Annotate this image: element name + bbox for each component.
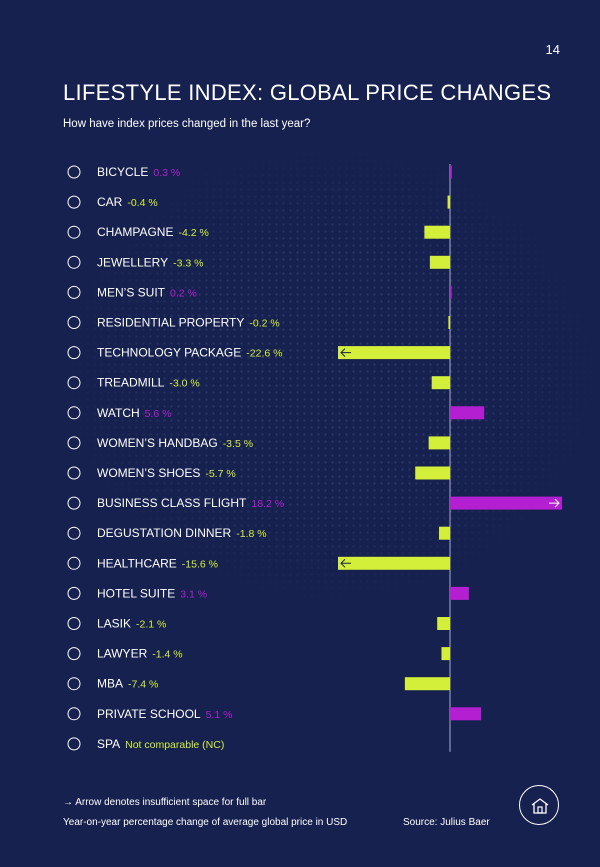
degustation-dinner-icon [67, 526, 81, 540]
category-label: LASIK [97, 617, 131, 631]
mba-icon [67, 677, 81, 691]
value-label: -5.7 % [205, 468, 235, 480]
value-label: -15.6 % [182, 558, 218, 570]
bar [338, 556, 450, 570]
truncation-arrow [549, 498, 560, 508]
chart-title: LIFESTYLE INDEX: GLOBAL PRICE CHANGES [63, 80, 552, 105]
bar [428, 436, 450, 450]
bicycle-icon [67, 165, 81, 179]
value-label: -3.0 % [169, 378, 199, 390]
category-label: TREADMILL [97, 376, 165, 390]
watch-icon [67, 406, 81, 420]
bar [447, 195, 450, 209]
bar [431, 376, 450, 390]
value-label: 18.2 % [251, 498, 284, 510]
bar [338, 346, 450, 360]
mens-suit-icon [67, 285, 81, 299]
hotel-suite-icon [67, 586, 81, 600]
bar [448, 316, 450, 329]
category-label: CHAMPAGNE [97, 225, 173, 239]
bar [450, 707, 482, 721]
truncation-arrow [340, 348, 351, 357]
lawyer-icon [67, 647, 81, 661]
category-label: PRIVATE SCHOOL [97, 707, 201, 721]
category-label: SPA [97, 737, 120, 751]
category-label: RESIDENTIAL PROPERTY [97, 316, 244, 330]
category-label: BICYCLE [97, 165, 148, 179]
value-label: Not comparable (NC) [125, 739, 224, 751]
business-class-flight-icon [67, 496, 81, 510]
value-label: -22.6 % [246, 348, 282, 360]
technology-package-icon [67, 346, 81, 360]
bar [450, 406, 485, 420]
value-label: -1.4 % [152, 649, 182, 661]
value-label: 5.1 % [206, 709, 233, 721]
value-label: -0.4 % [127, 197, 157, 209]
category-label: CAR [97, 195, 123, 209]
treadmill-icon [67, 376, 81, 390]
bar [450, 165, 452, 179]
value-label: 5.6 % [145, 408, 172, 420]
champagne-icon [67, 225, 81, 239]
truncation-arrow [340, 558, 351, 568]
category-label: WOMEN’S SHOES [97, 466, 200, 480]
value-label: -7.4 % [128, 679, 158, 691]
value-label: -0.2 % [249, 318, 279, 330]
womens-shoes-icon [67, 466, 81, 480]
private-school-icon [67, 707, 81, 721]
category-label: LAWYER [97, 647, 148, 661]
source-note: Source: Julius Baer [403, 817, 490, 828]
bar [450, 496, 562, 510]
value-label: -3.5 % [223, 438, 253, 450]
category-label: WATCH [97, 406, 140, 420]
value-label: 0.3 % [153, 167, 180, 179]
value-label: -3.3 % [173, 257, 203, 269]
category-label: WOMEN’S HANDBAG [97, 436, 218, 450]
value-label: 0.2 % [170, 287, 197, 299]
world-map-background [0, 95, 600, 715]
value-label: -2.1 % [136, 619, 166, 631]
category-label: MEN’S SUIT [97, 285, 166, 299]
value-label: -1.8 % [236, 528, 266, 540]
bar [429, 255, 450, 269]
healthcare-icon [67, 556, 81, 570]
bar [415, 466, 450, 480]
house-glyph [531, 798, 549, 814]
house-icon[interactable] [519, 785, 559, 825]
category-label: TECHNOLOGY PACKAGE [97, 346, 241, 360]
womens-handbag-icon [67, 436, 81, 450]
lasik-icon [67, 617, 81, 630]
value-label: 3.1 % [180, 588, 207, 600]
bar [450, 586, 469, 600]
bar [404, 677, 450, 691]
car-icon [67, 195, 81, 209]
bar [439, 526, 450, 540]
category-label: MBA [97, 677, 123, 691]
arrow-note: → Arrow denotes insufficient space for f… [63, 797, 267, 808]
residential-property-icon [67, 316, 81, 329]
category-label: HEALTHCARE [97, 556, 177, 570]
definition-note: Year-on-year percentage change of averag… [63, 817, 348, 828]
category-label: JEWELLERY [97, 255, 168, 269]
category-label: DEGUSTATION DINNER [97, 526, 232, 540]
bar [441, 647, 450, 661]
chart-subtitle: How have index prices changed in the las… [63, 118, 311, 130]
page-number: 14 [545, 42, 560, 57]
bar [424, 225, 450, 239]
jewellery-icon [67, 255, 81, 269]
bar [450, 285, 452, 299]
category-label: BUSINESS CLASS FLIGHT [97, 496, 247, 510]
value-label: -4.2 % [178, 227, 208, 239]
category-label: HOTEL SUITE [97, 586, 175, 600]
spa-icon [67, 737, 81, 751]
bar [437, 617, 450, 630]
